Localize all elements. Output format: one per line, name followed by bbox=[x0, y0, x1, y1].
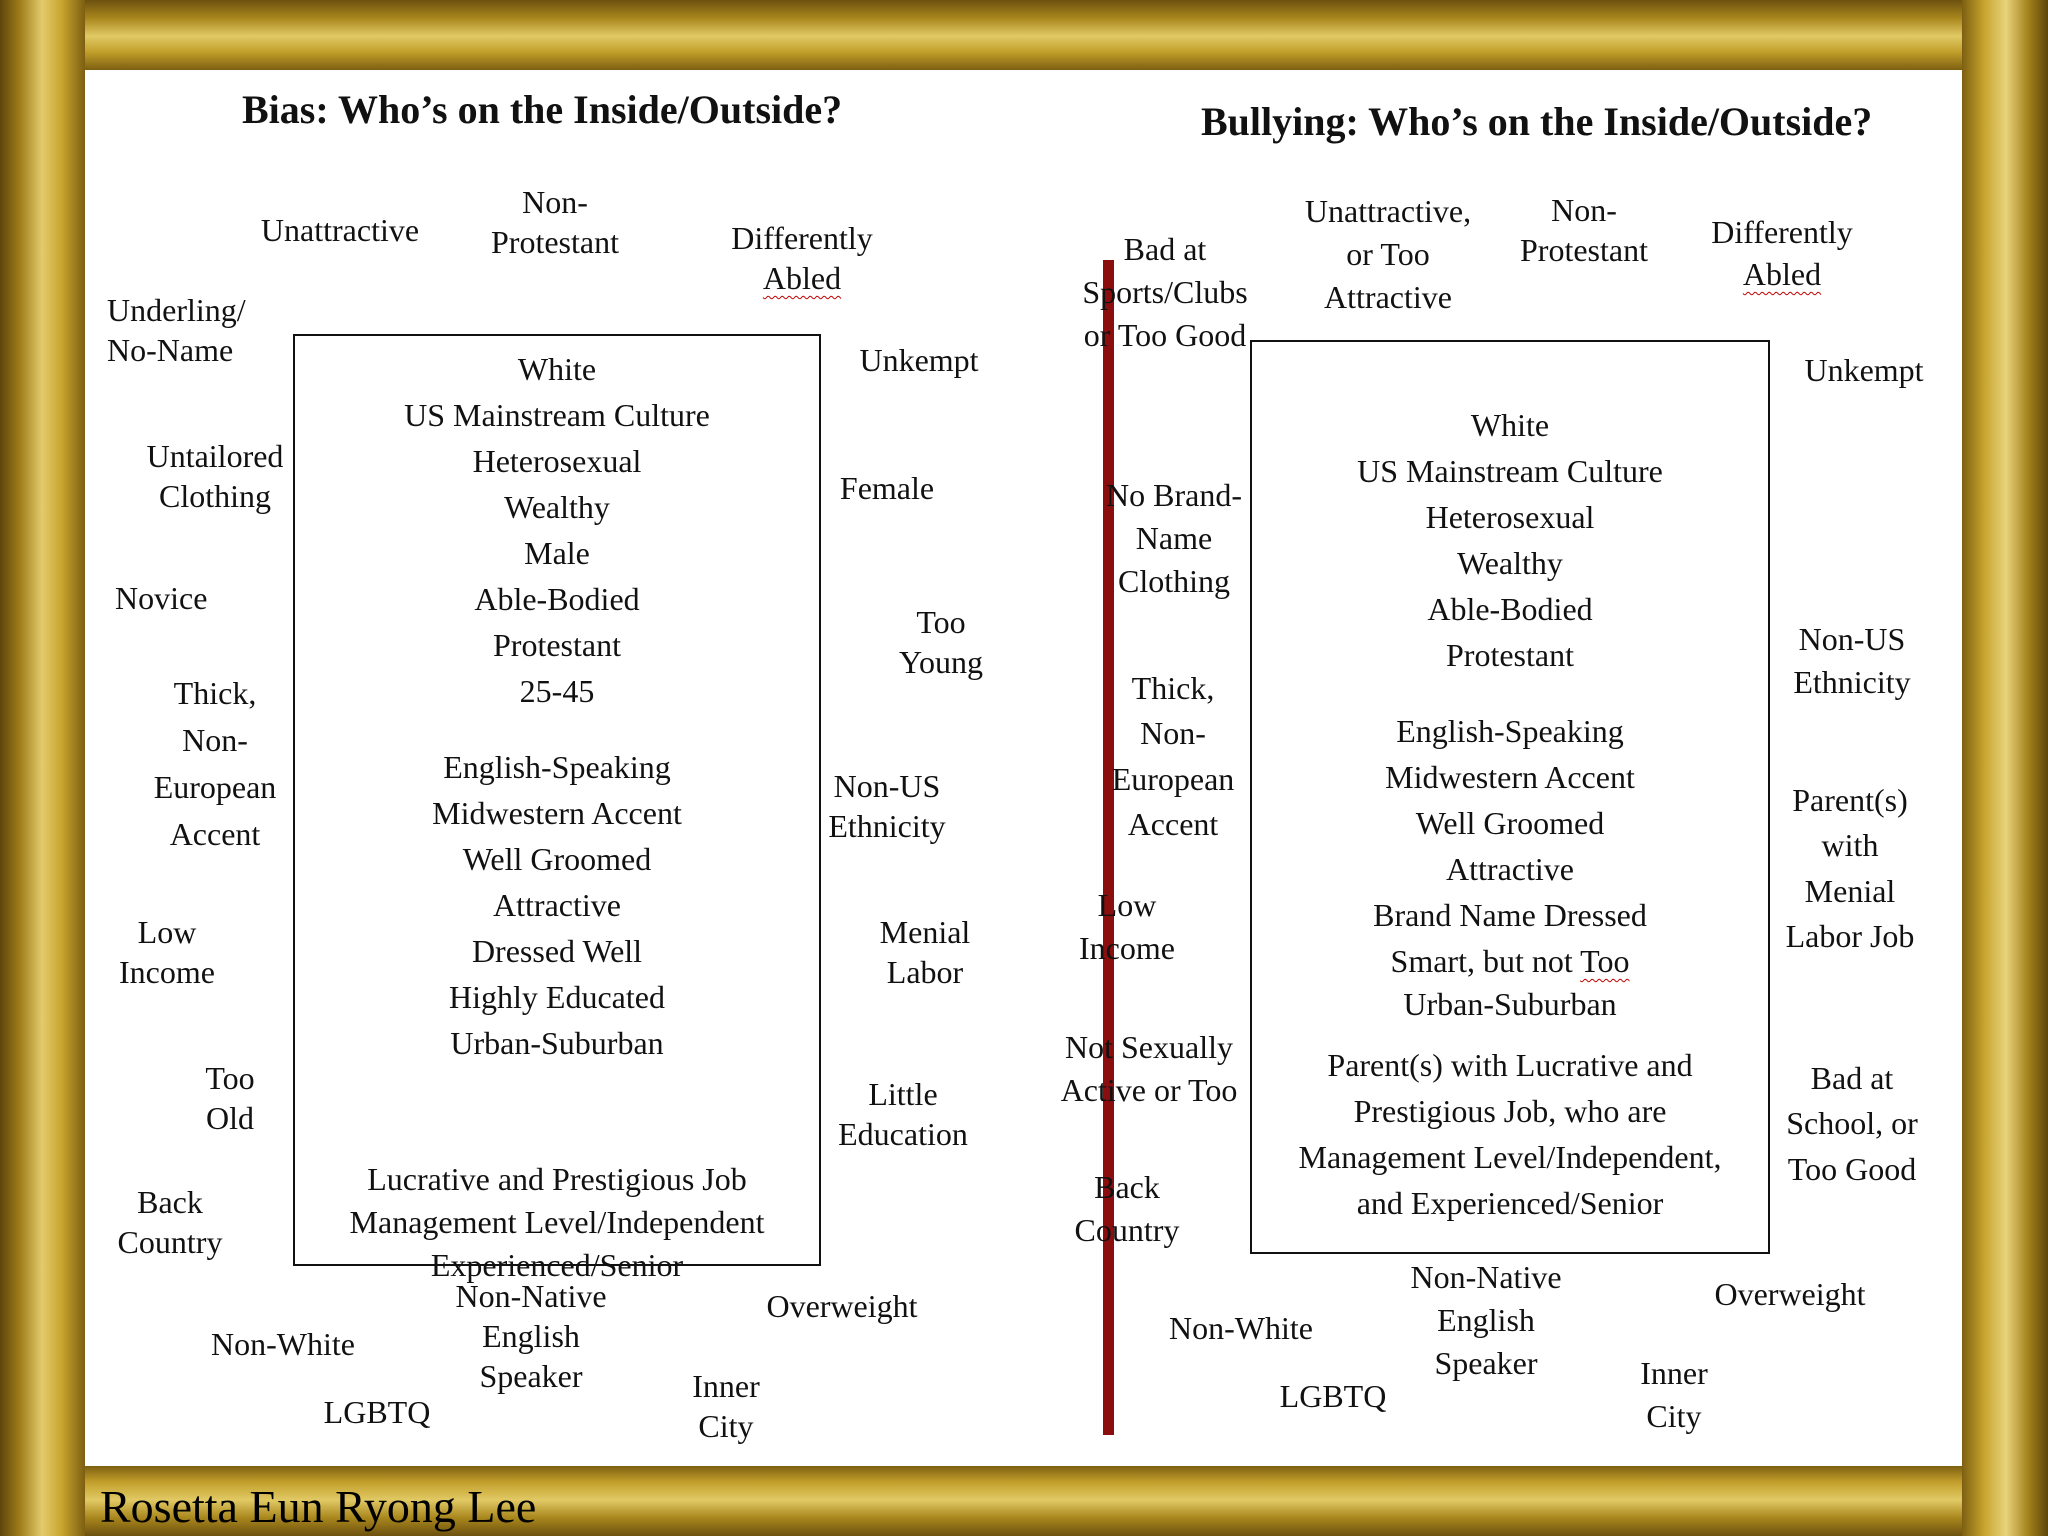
right-inside-urban: Urban-Suburban bbox=[1403, 986, 1617, 1022]
right-label-inner-city: Inner City bbox=[1640, 1355, 1708, 1435]
right-inside-item-c-0: Parent(s) with Lucrative and bbox=[1327, 1047, 1693, 1083]
frame-top bbox=[0, 0, 2048, 70]
right-inside-item-b-4: Brand Name Dressed bbox=[1373, 897, 1647, 933]
left-label-non-us: Non-US Ethnicity bbox=[828, 768, 946, 844]
right-label-parents-menial: Parent(s) with Menial Labor Job bbox=[1785, 782, 1915, 955]
left-label-overweight: Overweight bbox=[766, 1288, 918, 1324]
slide-panel: Bias: Who’s on the Inside/Outside? Unatt… bbox=[85, 70, 1962, 1466]
left-inside-item-b-0: English-Speaking bbox=[443, 749, 671, 785]
right-label-not-sexually: Not Sexually Active or Too bbox=[1060, 1029, 1238, 1109]
left-inside-group2: English-Speaking Midwestern Accent Well Gr… bbox=[295, 744, 819, 1066]
right-label-differently: Differently bbox=[1711, 214, 1853, 250]
left-label-novice: Novice bbox=[115, 580, 208, 616]
right-inside-item-3: Wealthy bbox=[1457, 545, 1563, 581]
left-label-differently: Differently bbox=[731, 220, 873, 256]
left-inside-item-c-2: Experienced/Senior bbox=[430, 1247, 684, 1283]
right-label-abled: Abled bbox=[1743, 254, 1821, 294]
right-inside-item-1: US Mainstream Culture bbox=[1357, 453, 1663, 489]
left-inside-item-c-0: Lucrative and Prestigious Job bbox=[367, 1161, 747, 1197]
right-inside-item-2: Heterosexual bbox=[1425, 499, 1595, 535]
left-label-underling: Underling/ No-Name bbox=[107, 292, 246, 368]
left-label-unkempt: Unkempt bbox=[859, 342, 979, 378]
right-label-thick-accent: Thick, Non- European Accent bbox=[1111, 670, 1235, 843]
left-label-too-old: Too Old bbox=[205, 1060, 255, 1136]
left-label-abled-text: Abled bbox=[762, 260, 842, 296]
right-label-non-white: Non-White bbox=[1169, 1310, 1313, 1346]
left-label-back-country: Back Country bbox=[117, 1184, 223, 1260]
left-label-untailored: Untailored Clothing bbox=[146, 438, 284, 514]
left-label-too-young: Too Young bbox=[899, 604, 983, 680]
right-inside-item-c-3: and Experienced/Senior bbox=[1356, 1185, 1664, 1221]
left-label-little-edu: Little Education bbox=[838, 1076, 968, 1152]
left-inside-item-1: US Mainstream Culture bbox=[404, 397, 710, 433]
center-divider bbox=[1103, 260, 1114, 1435]
right-label-low-income: Low Income bbox=[1079, 887, 1175, 967]
left-inside-item-3: Wealthy bbox=[504, 489, 610, 525]
right-inside-item-b-1: Midwestern Accent bbox=[1385, 759, 1635, 795]
left-label-low-income: Low Income bbox=[119, 914, 215, 990]
left-inside-item-b-3: Attractive bbox=[493, 887, 621, 923]
right-inside-item-b-2: Well Groomed bbox=[1415, 805, 1605, 841]
author-credit: Rosetta Eun Ryong Lee bbox=[100, 1481, 537, 1532]
left-inside-item-7: 25-45 bbox=[519, 673, 595, 709]
left-inside-group3: Lucrative and Prestigious Job Management … bbox=[295, 1158, 819, 1287]
frame-bottom bbox=[0, 1466, 2048, 1536]
right-inside-item-c-1: Prestigious Job, who are bbox=[1353, 1093, 1667, 1129]
left-inside-item-b-6: Urban-Suburban bbox=[450, 1025, 664, 1061]
left-label-thick-accent: Thick, Non- European Accent bbox=[153, 675, 277, 853]
right-inside-item-0: White bbox=[1470, 407, 1550, 443]
right-label-bad-school: Bad at School, or Too Good bbox=[1786, 1060, 1918, 1187]
left-label-non-white: Non-White bbox=[211, 1326, 355, 1362]
right-inside-item-c-2: Management Level/Independent, bbox=[1298, 1139, 1722, 1175]
left-label-inner-city: Inner City bbox=[692, 1368, 760, 1444]
right-label-overweight: Overweight bbox=[1714, 1276, 1866, 1312]
right-inside-smart-too: Too bbox=[1580, 943, 1630, 979]
left-label-abled: Abled bbox=[763, 258, 841, 298]
right-inside-item-b-0: English-Speaking bbox=[1396, 713, 1624, 749]
left-inside-item-5: Able-Bodied bbox=[474, 581, 640, 617]
right-title: Bullying: Who’s on the Inside/Outside? bbox=[1201, 99, 1873, 144]
left-inside-item-b-5: Highly Educated bbox=[449, 979, 665, 1015]
left-label-non-protestant: Non- Protestant bbox=[491, 184, 619, 260]
right-inside-group2: English-Speaking Midwestern Accent Well Gr… bbox=[1252, 708, 1768, 1024]
right-label-abled-text: Abled bbox=[1742, 256, 1822, 292]
right-inside-smart-prefix: Smart, but not bbox=[1390, 943, 1581, 979]
left-inside-item-6: Protestant bbox=[493, 627, 621, 663]
left-inside-item-2: Heterosexual bbox=[472, 443, 642, 479]
left-inside-item-b-1: Midwestern Accent bbox=[432, 795, 682, 831]
frame-right bbox=[1962, 0, 2048, 1536]
right-label-unattractive: Unattractive, or Too Attractive bbox=[1304, 193, 1472, 316]
left-inside-item-b-4: Dressed Well bbox=[471, 933, 643, 969]
right-inside-group3: Parent(s) with Lucrative and Prestigious … bbox=[1252, 1042, 1768, 1226]
right-label-non-protestant: Non- Protestant bbox=[1520, 192, 1648, 268]
right-inside-smart: Smart, but not Too bbox=[1252, 938, 1768, 984]
left-inside-item-4: Male bbox=[524, 535, 590, 571]
left-title: Bias: Who’s on the Inside/Outside? bbox=[242, 87, 843, 132]
right-inside-group1: White US Mainstream Culture Heterosexual We… bbox=[1252, 402, 1768, 678]
right-label-no-brand: No Brand- Name Clothing bbox=[1106, 477, 1242, 600]
right-inside-box: White US Mainstream Culture Heterosexual We… bbox=[1250, 340, 1770, 1254]
left-inside-item-0: White bbox=[517, 351, 597, 387]
left-inside-item-c-1: Management Level/Independent bbox=[349, 1204, 765, 1240]
left-label-female: Female bbox=[839, 470, 935, 506]
frame-left bbox=[0, 0, 85, 1536]
left-label-lgbtq: LGBTQ bbox=[323, 1394, 431, 1430]
right-label-non-us: Non-US Ethnicity bbox=[1793, 621, 1911, 701]
left-label-menial: Menial Labor bbox=[879, 914, 971, 990]
right-label-unkempt: Unkempt bbox=[1804, 352, 1924, 388]
left-label-unattractive: Unattractive bbox=[260, 212, 420, 248]
right-label-bad-sports: Bad at Sports/Clubs or Too Good bbox=[1082, 231, 1248, 354]
right-label-non-native: Non-Native English Speaker bbox=[1410, 1259, 1562, 1382]
right-inside-item-b-3: Attractive bbox=[1446, 851, 1574, 887]
left-label-non-native: Non-Native English Speaker bbox=[455, 1278, 607, 1394]
left-inside-box: White US Mainstream Culture Heterosexual We… bbox=[293, 334, 821, 1283]
right-label-lgbtq: LGBTQ bbox=[1279, 1378, 1387, 1414]
right-inside-item-5: Protestant bbox=[1446, 637, 1574, 673]
right-label-back-country: Back Country bbox=[1074, 1169, 1180, 1249]
left-inside-group1: White US Mainstream Culture Heterosexual We… bbox=[295, 346, 819, 714]
left-inside-item-b-2: Well Groomed bbox=[462, 841, 652, 877]
right-inside-item-4: Able-Bodied bbox=[1427, 591, 1593, 627]
